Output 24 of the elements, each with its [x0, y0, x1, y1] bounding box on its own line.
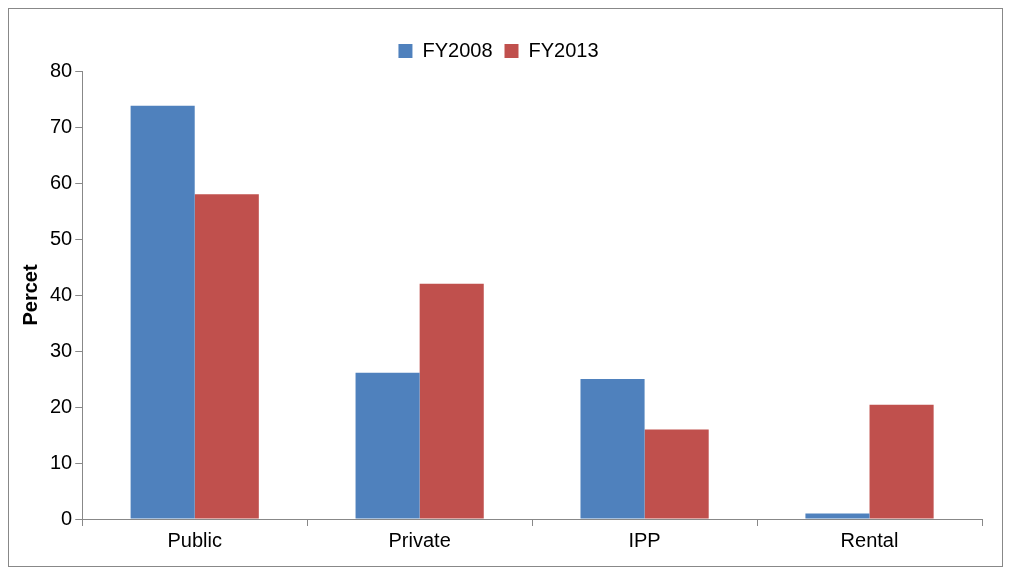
bar [194, 194, 259, 519]
y-tick-label: 80 [50, 58, 73, 81]
legend-label: FY2013 [528, 38, 599, 61]
bar [580, 379, 645, 519]
legend-label: FY2008 [422, 38, 493, 61]
y-tick-label: 70 [50, 114, 73, 137]
y-tick-label: 60 [50, 170, 73, 193]
bar [869, 404, 934, 519]
bar [805, 513, 870, 519]
y-tick-label: 30 [50, 338, 73, 361]
x-tick-label: Private [388, 528, 451, 551]
y-axis-title: Percet [18, 264, 41, 326]
y-tick-label: 10 [50, 450, 73, 473]
x-tick-label: Public [167, 528, 222, 551]
bar [130, 105, 195, 519]
y-tick-label: 50 [50, 226, 73, 249]
bar [355, 372, 420, 519]
y-tick-label: 40 [50, 282, 73, 305]
y-tick-label: 0 [61, 506, 73, 529]
x-tick-label: Rental [840, 528, 899, 551]
bar [644, 429, 709, 519]
x-tick-label: IPP [628, 528, 661, 551]
bar [419, 283, 484, 519]
y-tick-label: 20 [50, 394, 73, 417]
